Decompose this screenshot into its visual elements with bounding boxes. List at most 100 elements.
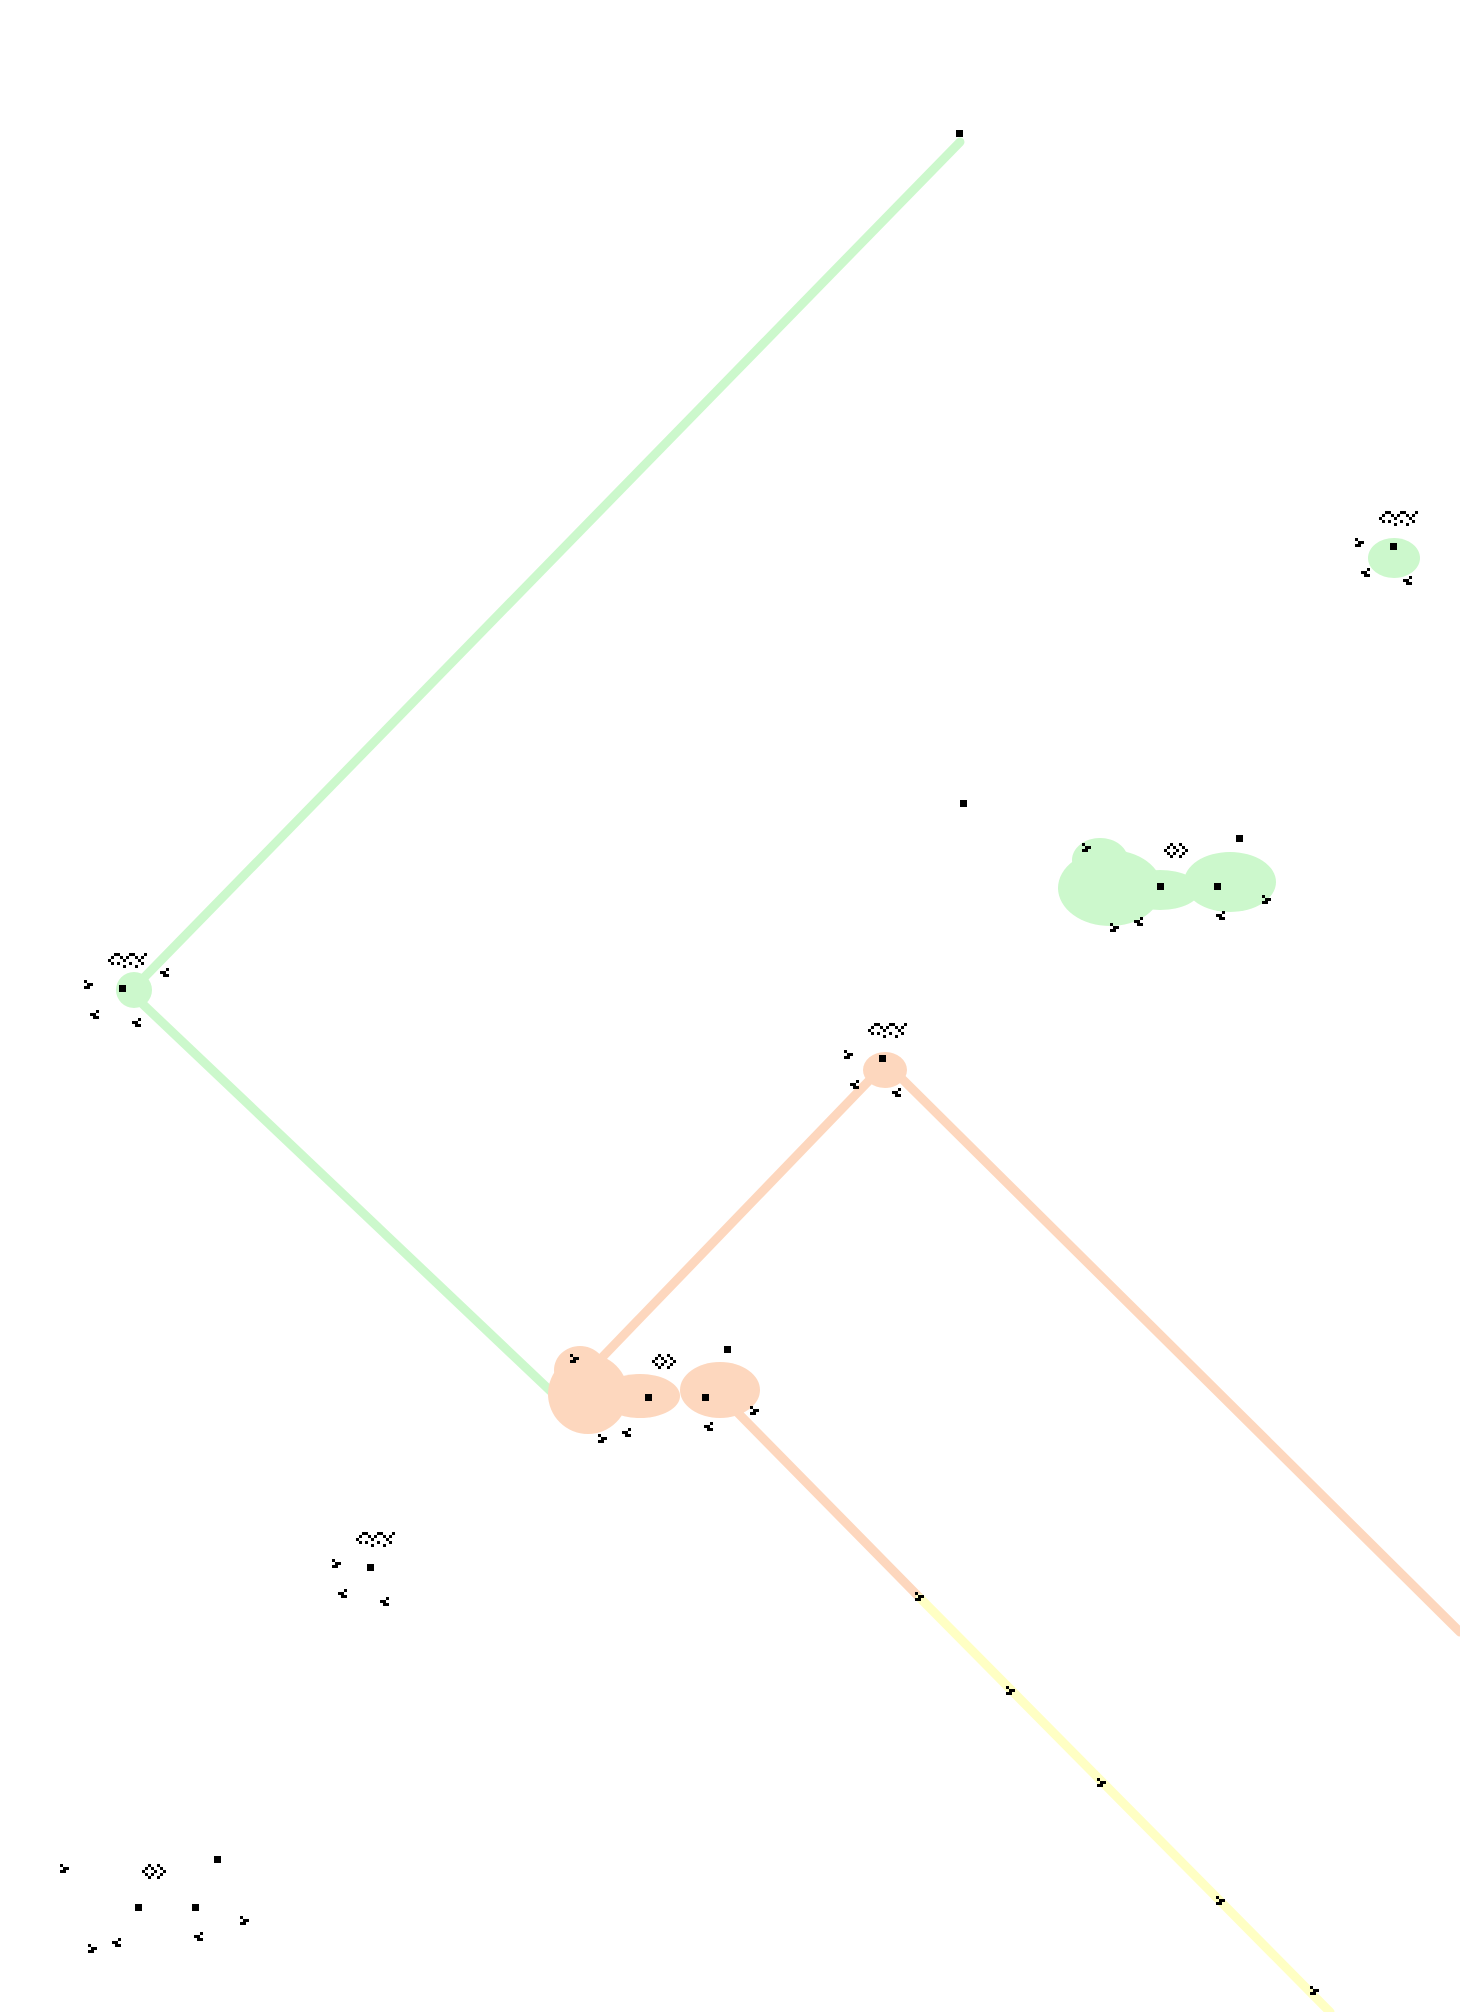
glider-cell (1355, 538, 1358, 541)
glider-cell (1082, 843, 1085, 846)
glider-cell (844, 1056, 847, 1059)
ship-cell (1415, 511, 1418, 514)
ship-cell (132, 953, 135, 956)
ship-cell (889, 1023, 892, 1026)
ship-cell (877, 1032, 880, 1035)
glider-cell (335, 1562, 338, 1565)
clover-cell (151, 1867, 154, 1870)
ship-cell (377, 1541, 380, 1544)
glider-cell (915, 1598, 918, 1601)
glider-cell (601, 1440, 604, 1443)
glider-cell (84, 986, 87, 989)
glider-cell (1006, 1692, 1009, 1695)
clover-cell (664, 1360, 667, 1363)
clover-cell (1170, 855, 1173, 858)
glider-cell (1140, 917, 1143, 920)
orange-trail-lower (730, 1405, 925, 1603)
ship-cell (901, 1026, 904, 1029)
glider-cell (918, 1595, 921, 1598)
live-cell-block (724, 1346, 731, 1353)
ship-cell (892, 1023, 895, 1026)
ship-cell (108, 959, 111, 962)
ship-cell (1400, 520, 1403, 523)
glider-cell (1222, 911, 1225, 914)
ship-cell (141, 962, 144, 965)
clover-cell (154, 1870, 157, 1873)
ship-cell (874, 1023, 877, 1026)
glider-cell (573, 1360, 576, 1363)
glider-cell (138, 1018, 141, 1021)
glider-cell (850, 1053, 853, 1056)
clover-cell (667, 1354, 670, 1357)
glider-cell (338, 1562, 341, 1565)
glider-cell (1085, 849, 1088, 852)
live-cell-block (1214, 883, 1221, 890)
glider-cell (118, 1944, 121, 1947)
clover-cell (163, 1870, 166, 1873)
glider-cell (1265, 898, 1268, 901)
clover-cell (1167, 852, 1170, 855)
glider-cell (601, 1437, 604, 1440)
ship-cell (1406, 514, 1409, 517)
glider-cell (332, 1565, 335, 1568)
glider-cell (386, 1603, 389, 1606)
glider-cell (1137, 920, 1140, 923)
clover-cell (151, 1873, 154, 1876)
glider-cell (1216, 1902, 1219, 1905)
clover-cell (655, 1357, 658, 1360)
ship-cell (880, 1026, 883, 1029)
glider-cell (335, 1565, 338, 1568)
live-cells-layer (60, 130, 1418, 1995)
clover-cell (661, 1363, 664, 1366)
glider-cell (750, 1412, 753, 1415)
green-cloud-left (116, 972, 152, 1008)
glider-cell (1409, 576, 1412, 579)
ship-cell (1409, 517, 1412, 520)
ship-cell (1394, 517, 1397, 520)
clover-cell (1176, 849, 1179, 852)
live-cell-block (956, 130, 963, 137)
glider-cell (93, 1016, 96, 1019)
ship-cell (114, 953, 117, 956)
ship-cell (392, 1532, 395, 1535)
glider-cell (240, 1922, 243, 1925)
ship-cell (144, 953, 147, 956)
glider-cell (197, 1935, 200, 1938)
glider-cell (90, 1013, 93, 1016)
glider-cell (200, 1938, 203, 1941)
ship-cell (371, 1544, 374, 1547)
glider-cell (84, 980, 87, 983)
glider-cell (1406, 582, 1409, 585)
trails-layer (116, 137, 1460, 2012)
ship-cell (111, 962, 114, 965)
glider-cell (1009, 1692, 1012, 1695)
ship-cell (371, 1538, 374, 1541)
ship-cell (359, 1535, 362, 1538)
clover-cell (670, 1357, 673, 1360)
live-cell-block (645, 1394, 652, 1401)
glider-cell (1265, 901, 1268, 904)
glider-cell (1364, 574, 1367, 577)
ship-cell (111, 956, 114, 959)
glider-cell (625, 1434, 628, 1437)
glider-cell (1100, 1781, 1103, 1784)
clover-cell (160, 1873, 163, 1876)
glider-cell (1009, 1689, 1012, 1692)
ship-cell (1388, 520, 1391, 523)
glider-cell (332, 1559, 335, 1562)
ship-cell (135, 956, 138, 959)
glider-cell (856, 1080, 859, 1083)
live-cell-block (1157, 883, 1164, 890)
ship-cell (117, 953, 120, 956)
glider-cell (895, 1094, 898, 1097)
live-cell-block (135, 1904, 142, 1911)
glider-cell (63, 1867, 66, 1870)
glider-cell (710, 1422, 713, 1425)
glider-cell (753, 1409, 756, 1412)
ship-cell (365, 1541, 368, 1544)
glider-cell (194, 1935, 197, 1938)
glider-cell (710, 1428, 713, 1431)
glider-cell (96, 1010, 99, 1013)
glider-cell (63, 1870, 66, 1873)
